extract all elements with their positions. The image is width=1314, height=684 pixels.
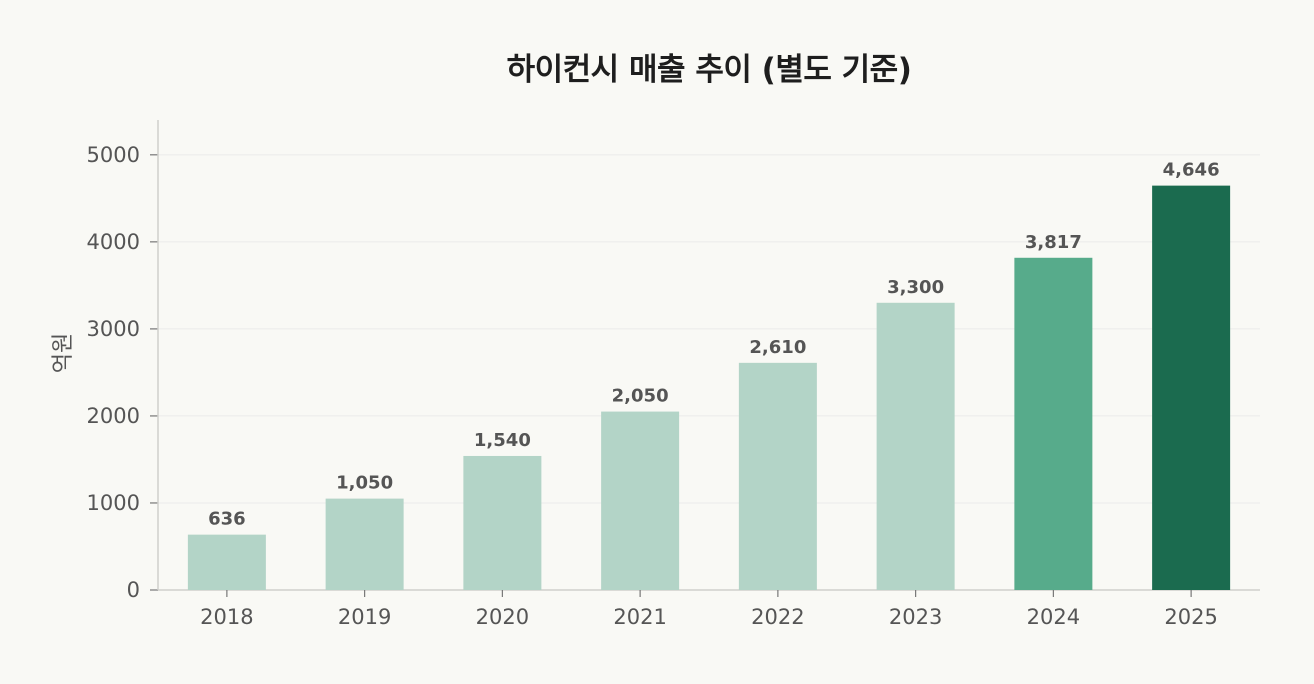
y-tick-label: 3000 [87,317,140,341]
x-tick-label: 2018 [200,605,253,629]
bar-2020 [463,455,542,590]
data-label: 636 [208,509,246,530]
bars [187,185,1231,591]
bar-2019 [325,498,404,590]
bar-2024 [1014,257,1093,590]
data-label: 2,050 [612,386,669,407]
bar-2018 [187,534,266,590]
bar-2022 [738,362,817,590]
y-tick-label: 1000 [87,491,140,515]
y-axis-title: 억원 [51,333,76,373]
y-tick-label: 2000 [87,404,140,428]
data-label: 1,540 [474,430,531,451]
y-tick-label: 4000 [87,230,140,254]
data-label: 4,646 [1163,160,1220,181]
labels: 636 2018 1,050 2019 1,540 2020 2,050 2021 2,610 2… [200,160,1219,629]
x-tick-label: 2020 [476,605,529,629]
x-tick-label: 2019 [338,605,391,629]
chart-title: 하이컨시 매출 추이 (별도 기준) [506,52,912,88]
grid-lines [158,154,1260,504]
data-label: 1,050 [336,473,393,494]
x-tick-label: 2025 [1164,605,1217,629]
y-tick-label: 5000 [87,143,140,167]
bar-2023 [876,302,955,590]
data-label: 2,610 [749,337,806,358]
x-tick-label: 2022 [751,605,804,629]
bar-2025 [1152,185,1231,591]
x-tick-label: 2021 [613,605,666,629]
x-tick-label: 2024 [1027,605,1080,629]
bar-2021 [601,411,680,590]
x-tick-label: 2023 [889,605,942,629]
data-label: 3,300 [887,277,944,298]
data-label: 3,817 [1025,232,1082,253]
y-tick-label: 0 [127,578,140,602]
